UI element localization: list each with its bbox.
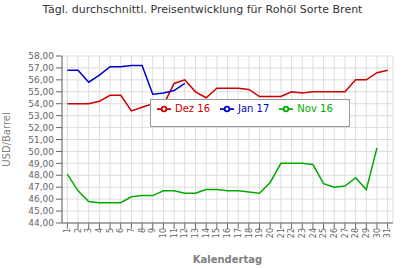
svg-text:52,00: 52,00 [28,123,54,133]
svg-text:48,00: 48,00 [28,170,54,180]
html-text:Nov 16: Nov 16 [297,102,333,114]
svg-text:13: 13 [191,228,200,238]
svg-text:19: 19 [255,228,264,238]
svg-text:11: 11 [170,228,179,238]
svg-text:6: 6 [116,228,125,233]
svg-text:57,00: 57,00 [28,63,54,73]
svg-text:2: 2 [74,228,83,233]
svg-text:51,00: 51,00 [28,135,54,145]
svg-text:30: 30 [373,228,382,238]
svg-text:9: 9 [148,228,157,233]
svg-text:18: 18 [245,228,254,238]
svg-text:5: 5 [106,228,115,233]
svg-text:17: 17 [234,228,243,238]
svg-text:16: 16 [223,228,232,238]
svg-text:50,00: 50,00 [28,147,54,157]
svg-text:46,00: 46,00 [28,194,54,204]
svg-text:56,00: 56,00 [28,75,54,85]
svg-text:49,00: 49,00 [28,159,54,169]
svg-text:Kalendertag: Kalendertag [193,254,262,265]
svg-text:47,00: 47,00 [28,182,54,192]
svg-text:31: 31 [383,228,392,238]
svg-text:29: 29 [362,228,371,238]
svg-text:53,00: 53,00 [28,111,54,121]
svg-text:8: 8 [138,228,147,233]
svg-text:12: 12 [180,228,189,238]
html-text:Jan 17: Jan 17 [238,102,270,114]
svg-text:26: 26 [330,228,339,238]
svg-text:25: 25 [319,228,328,238]
svg-text:55,00: 55,00 [28,87,54,97]
svg-text:23: 23 [298,228,307,238]
svg-text:54,00: 54,00 [28,99,54,109]
svg-text:14: 14 [202,228,211,238]
svg-text:28: 28 [351,228,360,238]
svg-text:7: 7 [127,228,136,233]
svg-text:1: 1 [63,228,72,233]
svg-text:58,00: 58,00 [28,51,54,61]
svg-text:21: 21 [277,228,286,238]
svg-text:20: 20 [266,228,275,238]
svg-text:4: 4 [95,228,104,233]
svg-text:27: 27 [341,228,350,238]
svg-text:45,00: 45,00 [28,206,54,216]
svg-text:15: 15 [213,228,222,238]
svg-text:3: 3 [84,228,93,233]
svg-text:24: 24 [309,228,318,238]
svg-text:44,00: 44,00 [28,218,54,228]
svg-text:22: 22 [287,228,296,238]
svg-text:USD/Barrel: USD/Barrel [8,112,12,166]
html-text:Dez 16: Dez 16 [175,102,210,114]
svg-text:10: 10 [159,228,168,238]
html-text:Tägl. durchschnittl. Preisentw: Tägl. durchschnittl. Preisentwicklung fü… [42,3,363,16]
